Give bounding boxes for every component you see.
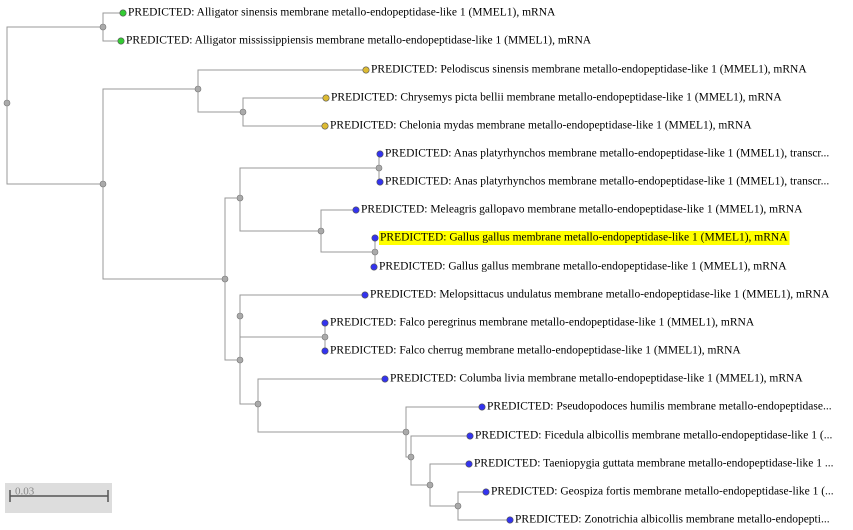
leaf-node xyxy=(466,432,474,440)
branch xyxy=(197,89,243,113)
leaf-label[interactable]: PREDICTED: Geospiza fortis membrane meta… xyxy=(491,486,834,498)
leaf-label[interactable]: PREDICTED: Chrysemys picta bellii membra… xyxy=(331,92,782,104)
branch xyxy=(239,360,258,405)
branch xyxy=(224,279,240,361)
leaf-node xyxy=(506,516,514,524)
internal-node xyxy=(3,99,11,107)
branch xyxy=(242,112,325,127)
branch xyxy=(102,184,225,280)
branch xyxy=(457,491,486,506)
branch xyxy=(239,167,379,198)
leaf-node xyxy=(361,291,369,299)
leaf-label[interactable]: PREDICTED: Pelodiscus sinensis membrane … xyxy=(371,64,807,76)
leaf-label[interactable]: PREDICTED: Ficedula albicollis membrane … xyxy=(475,430,832,442)
leaf-node xyxy=(352,206,360,214)
leaf-node xyxy=(117,37,125,45)
leaf-node xyxy=(362,66,370,74)
leaf-node xyxy=(321,122,329,130)
internal-node xyxy=(426,481,434,489)
leaf-label[interactable]: PREDICTED: Chelonia mydas membrane metal… xyxy=(330,120,752,132)
internal-node xyxy=(407,453,415,461)
branch xyxy=(257,404,406,433)
leaf-label[interactable]: PREDICTED: Anas platyrhynchos membrane m… xyxy=(385,148,829,160)
internal-node xyxy=(236,312,244,320)
leaf-label[interactable]: PREDICTED: Gallus gallus membrane metall… xyxy=(379,261,787,273)
leaf-node xyxy=(119,9,127,17)
leaf-label[interactable]: PREDICTED: Gallus gallus membrane metall… xyxy=(380,232,788,244)
internal-node xyxy=(317,227,325,235)
leaf-node xyxy=(376,178,384,186)
leaf-label[interactable]: PREDICTED: Falco peregrinus membrane met… xyxy=(330,317,755,329)
branch xyxy=(320,231,375,253)
leaf-label[interactable]: PREDICTED: Alligator mississippiensis me… xyxy=(126,35,592,47)
leaf-label[interactable]: PREDICTED: Meleagris gallopavo membrane … xyxy=(361,204,803,216)
leaf-node xyxy=(478,403,486,411)
leaf-label[interactable]: PREDICTED: Alligator sinensis membrane m… xyxy=(128,7,556,19)
scale-bar xyxy=(9,490,109,502)
internal-node xyxy=(402,428,410,436)
leaf-node xyxy=(322,94,330,102)
branch xyxy=(405,406,482,432)
branch xyxy=(6,26,103,103)
internal-node xyxy=(236,194,244,202)
leaf-label[interactable]: PREDICTED: Columba livia membrane metall… xyxy=(390,373,803,385)
internal-node xyxy=(99,23,107,31)
branch xyxy=(457,506,510,521)
internal-node xyxy=(221,275,229,283)
branch xyxy=(257,378,385,404)
leaf-label[interactable]: PREDICTED: Taeniopygia guttata membrane … xyxy=(474,458,834,470)
branch xyxy=(239,316,325,338)
leaf-node xyxy=(370,263,378,271)
branch xyxy=(242,97,326,112)
leaf-node xyxy=(321,347,329,355)
internal-node xyxy=(99,180,107,188)
leaf-label[interactable]: PREDICTED: Falco cherrug membrane metall… xyxy=(330,345,741,357)
internal-node xyxy=(371,248,379,256)
scale-box xyxy=(5,483,112,513)
leaf-label[interactable]: PREDICTED: Zonotrichia albicollis membra… xyxy=(515,514,830,526)
branch xyxy=(224,197,240,279)
branch xyxy=(429,485,458,507)
internal-node xyxy=(236,356,244,364)
leaf-label[interactable]: PREDICTED: Anas platyrhynchos membrane m… xyxy=(385,176,829,188)
leaf-node xyxy=(321,319,329,327)
branch xyxy=(102,12,123,27)
scale-label: 0.03 xyxy=(15,486,35,498)
leaf-node xyxy=(381,375,389,383)
branch xyxy=(429,463,469,485)
branch xyxy=(6,103,103,185)
highlight xyxy=(379,231,790,245)
internal-node xyxy=(254,400,262,408)
internal-node xyxy=(454,502,462,510)
leaf-node xyxy=(371,234,379,242)
branch xyxy=(102,88,198,184)
branch xyxy=(320,209,356,231)
branch xyxy=(197,69,366,89)
branch xyxy=(239,198,321,232)
leaf-label[interactable]: PREDICTED: Melopsittacus undulatus membr… xyxy=(370,289,830,301)
internal-node xyxy=(239,108,247,116)
leaf-label[interactable]: PREDICTED: Pseudopodoces humilis membran… xyxy=(487,401,832,413)
leaf-node xyxy=(465,460,473,468)
internal-node xyxy=(194,85,202,93)
leaf-node xyxy=(376,150,384,158)
branch xyxy=(102,27,121,42)
leaf-node xyxy=(482,488,490,496)
internal-node xyxy=(321,333,329,341)
branch xyxy=(239,294,365,316)
internal-node xyxy=(375,164,383,172)
branch xyxy=(410,457,430,486)
branch xyxy=(405,432,411,458)
branch xyxy=(410,435,470,457)
